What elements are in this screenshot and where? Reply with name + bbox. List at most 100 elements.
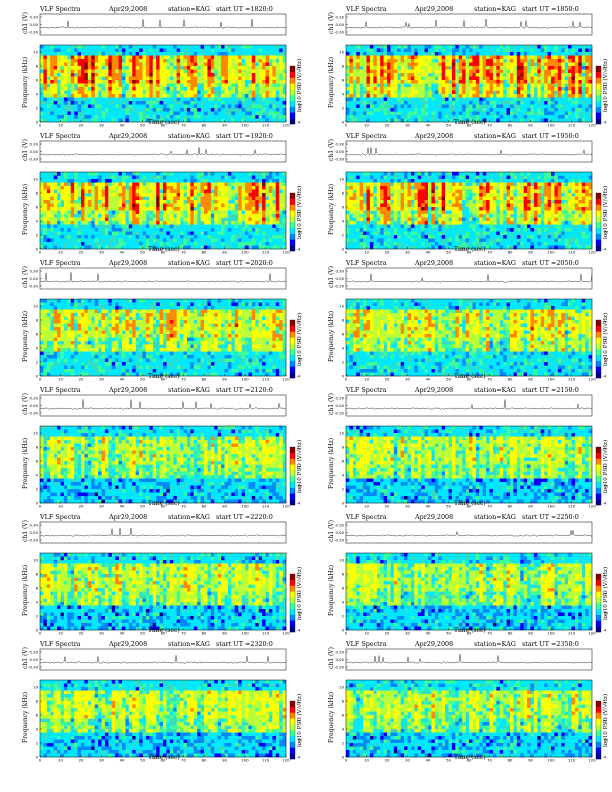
spectrogram-cell xyxy=(438,62,442,67)
spectrogram-cell xyxy=(43,193,48,197)
spectrogram-cell xyxy=(84,62,89,67)
spectrogram-cell xyxy=(383,214,388,218)
spectrogram-cell xyxy=(166,45,171,49)
spectrogram-cell xyxy=(387,179,391,183)
spectrogram-cell xyxy=(98,238,102,243)
spectrogram-cell xyxy=(77,200,82,204)
spectrogram-cell xyxy=(571,104,576,109)
spectrogram-cell xyxy=(506,59,511,63)
spectrogram-cell xyxy=(492,62,497,67)
spectrogram-cell xyxy=(156,207,160,211)
spectrogram-cell xyxy=(77,62,82,67)
spectrogram-cell xyxy=(533,69,538,74)
spectrogram-cell xyxy=(142,189,147,194)
spectrogram-cell xyxy=(506,111,511,116)
spectrogram-cell xyxy=(173,66,177,70)
spectrogram-cell xyxy=(279,108,283,112)
spectrogram-cell xyxy=(489,101,494,105)
spectrogram-cell xyxy=(70,231,75,236)
spectrogram-cell xyxy=(561,52,565,56)
spectrogram-cell xyxy=(190,189,194,194)
spectrogram-cell xyxy=(475,118,480,123)
time-tick-label: 50 xyxy=(140,250,145,255)
spectrogram-cell xyxy=(176,69,181,74)
spectrogram-cell xyxy=(540,66,545,70)
spectrogram-cell xyxy=(210,62,215,67)
spectrogram-cell xyxy=(404,214,408,218)
spectrogram-cell xyxy=(50,221,54,225)
spectrogram-cell xyxy=(275,66,280,70)
spectrogram-cell xyxy=(245,242,249,246)
spectrogram-cell xyxy=(210,228,215,232)
spectrogram-cell xyxy=(469,80,473,84)
spectrogram-cell xyxy=(197,66,201,70)
spectrogram-cell xyxy=(77,76,82,81)
spectrogram-cell xyxy=(176,200,181,204)
spectrogram-cell xyxy=(166,90,171,95)
spectrogram-cell xyxy=(506,87,511,91)
spectrogram-cell xyxy=(428,83,432,88)
spectrogram-cell xyxy=(221,228,225,232)
spectrogram-cell xyxy=(557,87,562,91)
spectrogram-cell xyxy=(400,69,405,74)
spectrogram-cell xyxy=(431,224,436,229)
spectrogram-cell xyxy=(588,97,593,102)
spectrogram-cell xyxy=(57,45,61,49)
spectrogram-cell xyxy=(407,55,412,60)
spectrogram-cell xyxy=(91,175,95,180)
spectrogram-cell xyxy=(387,83,391,88)
spectrogram-cell xyxy=(458,66,463,70)
spectrogram-cell xyxy=(506,80,511,84)
spectrogram-cell xyxy=(383,196,388,201)
spectrogram-cell xyxy=(210,55,215,60)
spectrogram-cell xyxy=(142,214,147,218)
colorbar-label: log10 PSD (V/√Hz) xyxy=(297,58,303,112)
spectrogram-cell xyxy=(70,245,75,250)
spectrogram-cell xyxy=(245,48,249,53)
spectrogram-cell xyxy=(376,94,381,98)
spectrogram-cell xyxy=(210,238,215,243)
spectrogram-cell xyxy=(227,52,232,56)
spectrogram-cell xyxy=(499,48,504,53)
spectrogram-cell xyxy=(43,214,48,218)
spectrogram-cell xyxy=(163,94,167,98)
spectrogram-cell xyxy=(482,73,487,77)
spectrogram-cell xyxy=(111,200,116,204)
spectrogram-cell xyxy=(186,69,191,74)
spectrogram-cell xyxy=(369,221,374,225)
spectrogram-cell xyxy=(523,66,528,70)
spectrogram-cell xyxy=(356,87,360,91)
spectrogram-cell xyxy=(513,66,518,70)
spectrogram-cell xyxy=(258,238,263,243)
spectrogram-cell xyxy=(492,76,497,81)
spectrogram-cell xyxy=(197,231,201,236)
spectrogram-cell xyxy=(499,73,504,77)
spectrogram-cell xyxy=(40,83,44,88)
spectrogram-cell xyxy=(163,69,167,74)
spectrogram-cell xyxy=(217,108,222,112)
spectrogram-cell xyxy=(149,207,153,211)
spectrogram-cell xyxy=(159,228,164,232)
spectrogram-cell xyxy=(262,207,266,211)
spectrogram-cell xyxy=(255,231,259,236)
spectrogram-cell xyxy=(492,108,497,112)
spectrogram-cell xyxy=(455,94,459,98)
spectrogram-cell xyxy=(245,83,249,88)
spectrogram-cell xyxy=(366,118,371,123)
spectrogram-cell xyxy=(245,224,249,229)
spectrogram-cell xyxy=(125,90,130,95)
spectrogram-cell xyxy=(369,175,374,180)
spectrogram-cell xyxy=(397,182,401,187)
spectrogram-cell xyxy=(410,207,415,211)
spectrogram-cell xyxy=(568,69,572,74)
spectrogram-cell xyxy=(163,55,167,60)
spectrogram-cell xyxy=(234,196,239,201)
spectrogram-cell xyxy=(356,228,360,232)
spectrogram-cell xyxy=(193,231,198,236)
spectrogram-cell xyxy=(125,52,130,56)
spectrogram-cell xyxy=(183,242,188,246)
spectrogram-cell xyxy=(373,228,377,232)
spectrogram-cell xyxy=(275,245,280,250)
spectrogram-cell xyxy=(513,94,518,98)
